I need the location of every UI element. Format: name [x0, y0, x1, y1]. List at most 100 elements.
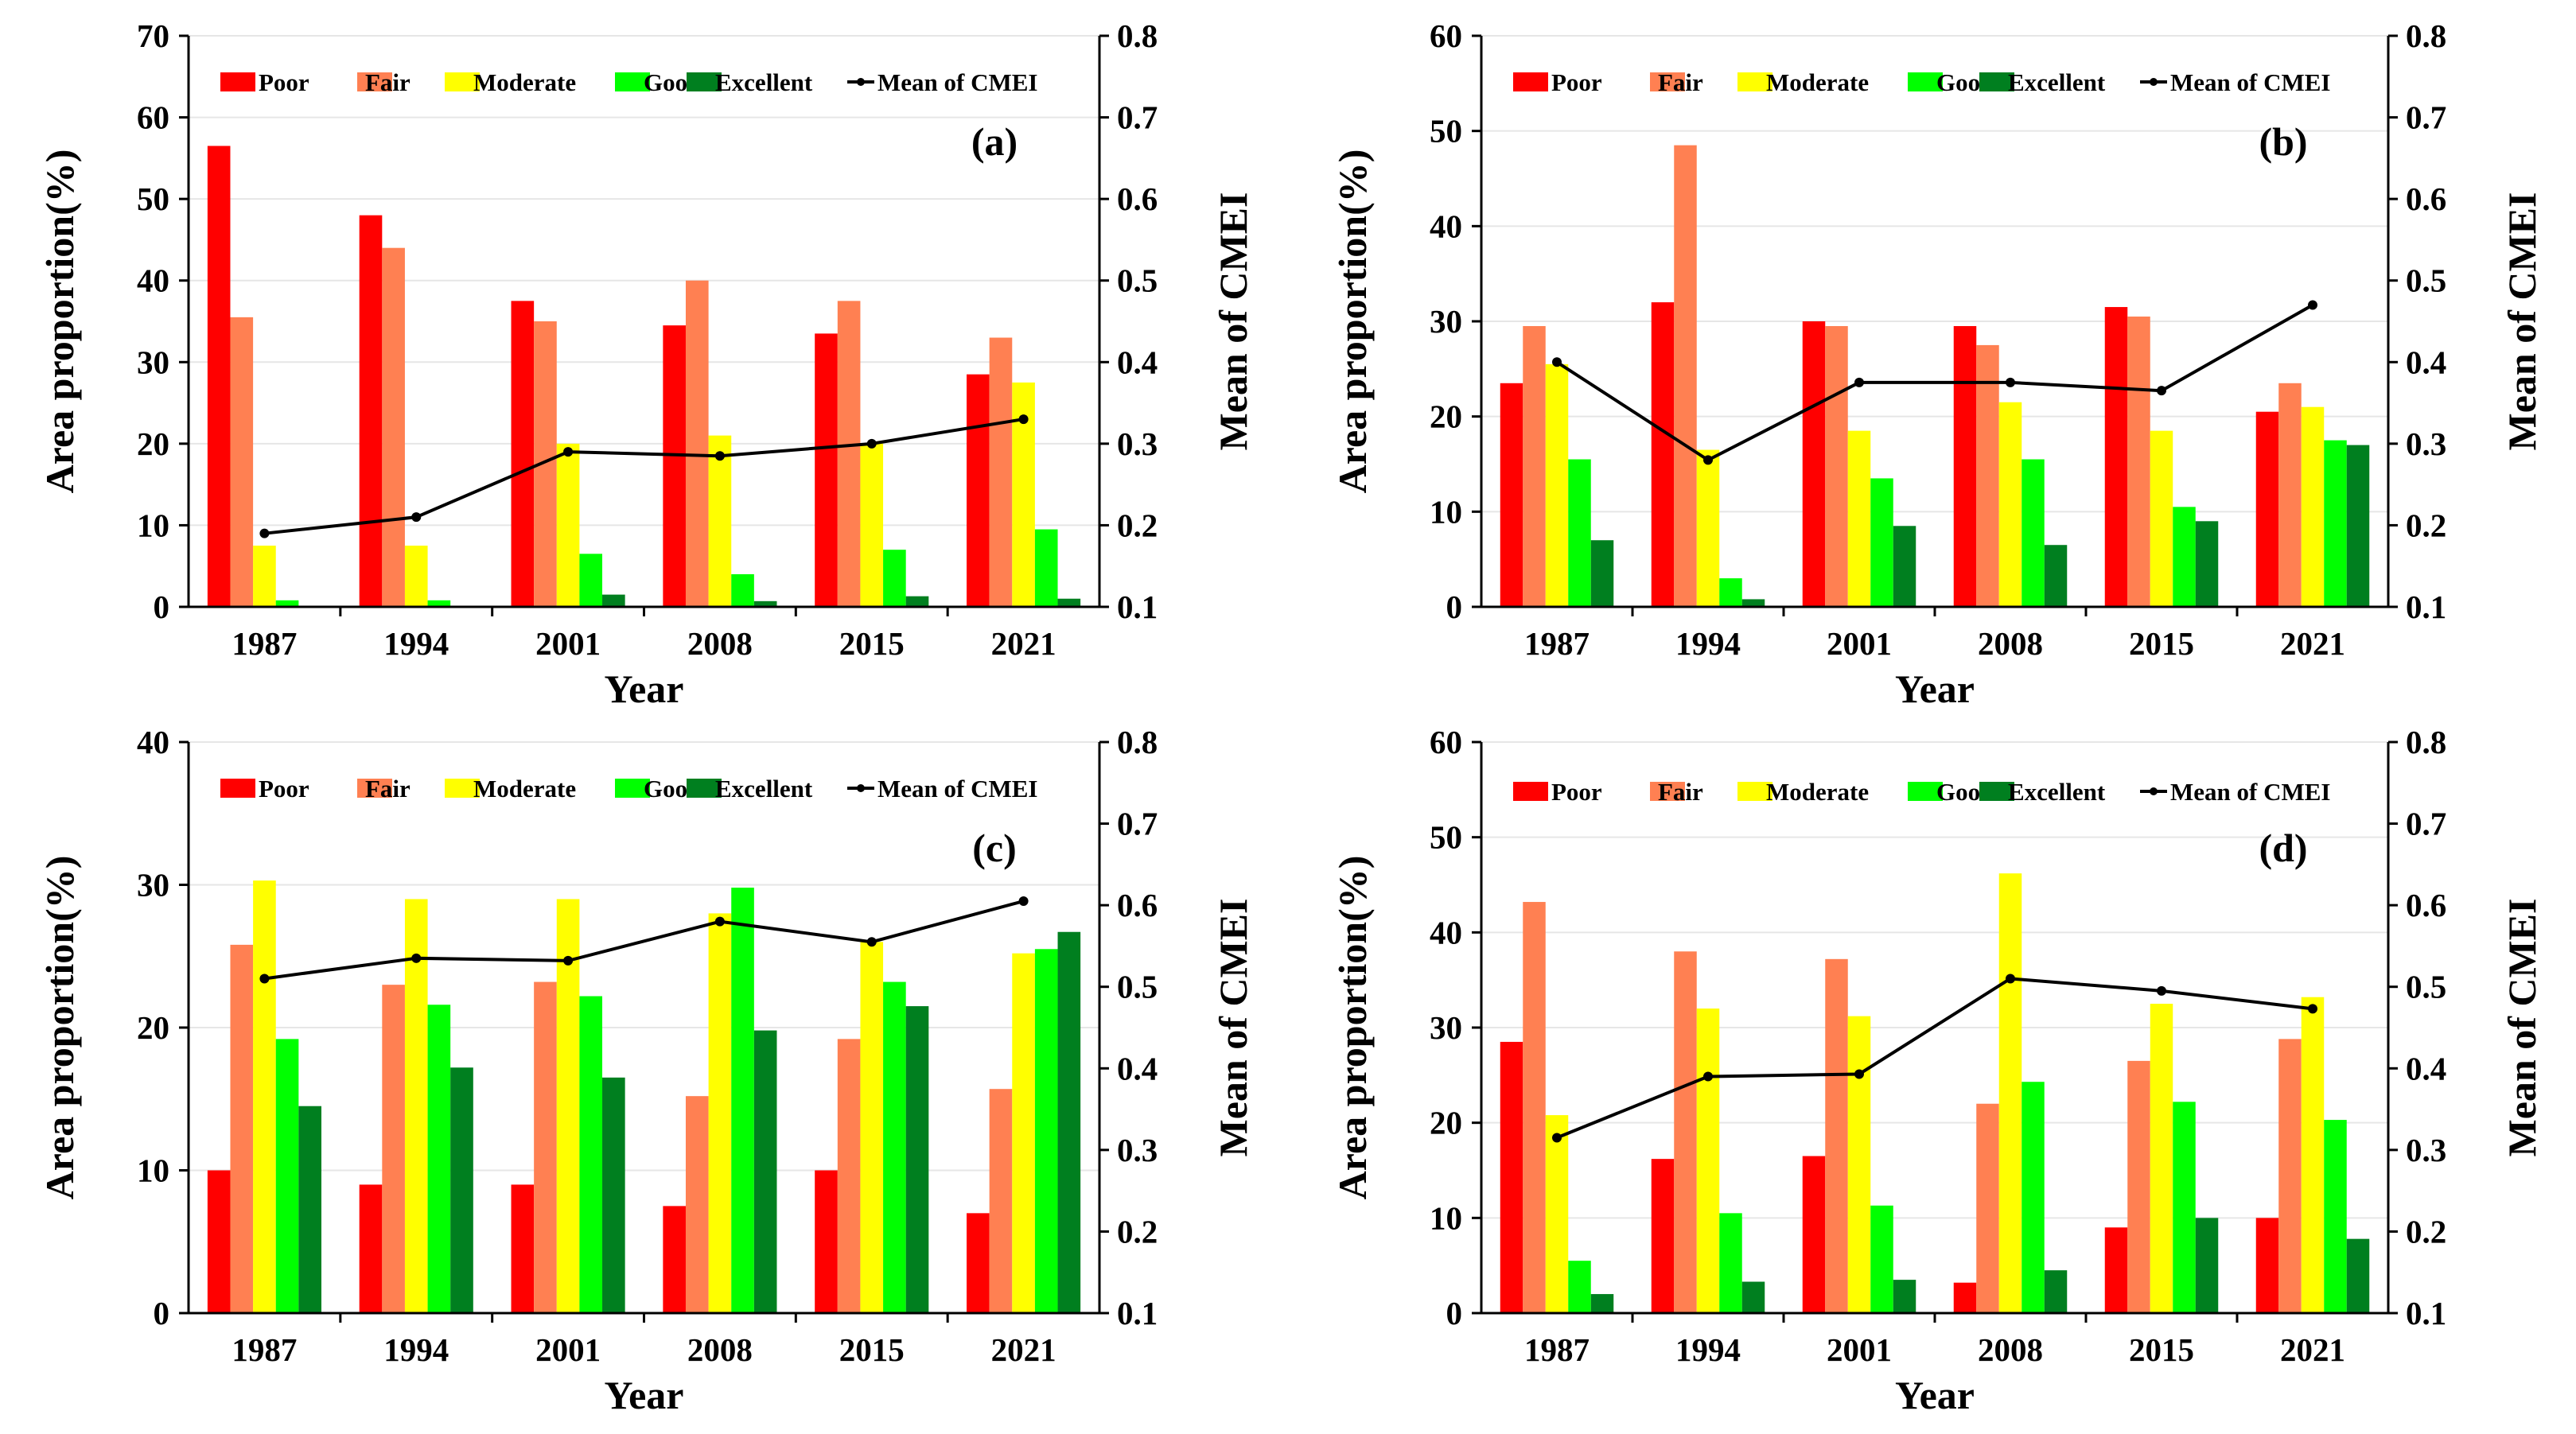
bar-good-2015	[883, 550, 906, 607]
legend-label-mean: Mean of CMEI	[2170, 68, 2330, 96]
mean-cmei-point-2001	[1854, 1069, 1864, 1079]
bar-fair-1987	[1523, 325, 1546, 607]
y-axis-title: Area proportion(%)	[37, 150, 82, 494]
legend-swatch-poor	[1513, 782, 1548, 801]
x-tick-label: 2008	[1978, 625, 2043, 662]
bar-excellent-1994	[1741, 1281, 1765, 1313]
bar-poor-2008	[663, 325, 686, 607]
panel-label: (c)	[972, 826, 1017, 870]
x-tick-label: 2015	[2129, 625, 2194, 662]
y-tick-label: 60	[1430, 724, 1462, 760]
bar-fair-2015	[2127, 1060, 2150, 1313]
y-tick-label: 10	[137, 507, 169, 543]
x-tick-label: 2015	[839, 625, 905, 662]
x-axis-title: Year	[605, 1373, 684, 1417]
bar-poor-2001	[1802, 1156, 1826, 1313]
bar-fair-1994	[1674, 145, 1697, 607]
y-tick-label: 10	[137, 1152, 169, 1189]
bar-moderate-2008	[708, 913, 732, 1313]
y2-tick-label: 0.7	[2406, 806, 2446, 842]
bar-poor-2021	[967, 374, 990, 607]
mean-cmei-point-2008	[714, 916, 725, 927]
bar-good-2008	[2021, 1082, 2045, 1313]
y2-tick-label: 0.7	[2406, 99, 2446, 136]
y-tick-label: 40	[1430, 208, 1462, 244]
y-tick-label: 10	[1430, 493, 1462, 530]
bar-excellent-2015	[2195, 521, 2219, 607]
x-tick-label: 1994	[383, 1331, 449, 1368]
bar-poor-2001	[1802, 321, 1826, 607]
bar-moderate-2001	[1847, 1016, 1871, 1313]
bar-excellent-2015	[2195, 1218, 2219, 1313]
bar-good-1994	[1719, 1213, 1742, 1313]
y2-tick-label: 0.2	[2406, 507, 2446, 543]
bar-excellent-2001	[1893, 1280, 1916, 1313]
bar-poor-2015	[815, 1170, 838, 1313]
chart-panel-c: 0 10 20 30 40 0.1 0.2 0.3 0.4 0.5 0.6 0.7 0.8 1987 199…	[37, 724, 1255, 1417]
legend-label-poor: Poor	[259, 68, 309, 96]
panel-label: (d)	[2259, 826, 2307, 870]
bar-fair-2001	[1825, 325, 1848, 607]
y2-tick-label: 0.3	[2406, 426, 2446, 462]
bar-moderate-2015	[2150, 430, 2173, 607]
mean-cmei-point-1994	[411, 953, 422, 963]
y2-axis-title: Mean of CMEI	[1211, 192, 1255, 451]
x-tick-label: 2008	[687, 625, 753, 662]
legend-swatch-fair	[1650, 782, 1685, 801]
y-tick-label: 60	[1430, 17, 1462, 54]
legend-label-moderate: Moderate	[1766, 68, 1869, 96]
y2-tick-label: 0.4	[1117, 344, 1158, 380]
y-tick-label: 30	[137, 867, 169, 904]
y2-tick-label: 0.4	[1117, 1050, 1158, 1086]
bar-good-2008	[731, 888, 754, 1313]
y-tick-label: 70	[137, 17, 169, 54]
bar-excellent-1994	[1741, 599, 1765, 607]
y-tick-label: 20	[1430, 398, 1462, 435]
y2-tick-label: 0.1	[2406, 589, 2446, 625]
legend-swatch-moderate	[445, 72, 480, 91]
mean-cmei-point-2021	[1018, 896, 1029, 907]
mean-cmei-line	[264, 418, 1024, 535]
y2-tick-label: 0.7	[1117, 99, 1158, 136]
x-axis-title: Year	[1895, 666, 1975, 711]
mean-cmei-point-2015	[2157, 386, 2166, 396]
bar-fair-2021	[989, 337, 1013, 607]
bar-fair-1987	[230, 944, 254, 1313]
legend-swatch-mean-marker	[2150, 787, 2158, 795]
mean-cmei-line	[1556, 977, 2313, 1140]
legend: Poor Fair Moderate Good Excellent Mean of CME…	[220, 775, 1037, 802]
mean-cmei-point-1987	[1552, 1133, 1562, 1143]
mean-cmei-line	[264, 900, 1025, 981]
legend-label-moderate: Moderate	[473, 68, 576, 96]
x-tick-label: 2008	[1978, 1331, 2043, 1368]
y-tick-label: 50	[1430, 819, 1462, 856]
legend-label-excellent: Excellent	[2008, 68, 2106, 96]
bar-excellent-2008	[753, 1030, 777, 1313]
bar-fair-2015	[837, 301, 861, 607]
bar-fair-2015	[837, 1039, 861, 1313]
y-tick-label: 60	[137, 99, 169, 136]
y2-tick-label: 0.5	[1117, 262, 1158, 299]
bar-moderate-2001	[556, 443, 580, 607]
bar-poor-2001	[511, 1184, 535, 1313]
mean-cmei-point-2008	[2006, 973, 2015, 984]
mean-cmei-point-2008	[2006, 377, 2015, 387]
y2-tick-label: 0.4	[2406, 1050, 2446, 1086]
bar-good-2001	[1870, 478, 1893, 607]
y2-tick-label: 0.3	[1117, 1132, 1158, 1168]
bar-excellent-1987	[1590, 540, 1614, 607]
mean-cmei-point-2015	[2157, 985, 2166, 996]
bar-poor-1994	[1651, 302, 1675, 607]
x-tick-label: 1987	[1524, 1331, 1590, 1368]
bar-moderate-2021	[2301, 406, 2325, 607]
y2-tick-label: 0.3	[2406, 1132, 2446, 1168]
mean-cmei-point-1987	[1552, 357, 1562, 367]
chart-panel-a: 0 10 20 30 40 50 60 70 0.1 0.2 0.3 0.4 0.5 0.6 0.7 0.8 1…	[37, 17, 1255, 711]
mean-cmei-point-1987	[259, 973, 270, 984]
mean-cmei-point-2021	[2308, 300, 2317, 310]
bar-good-2015	[2173, 1102, 2196, 1313]
bar-moderate-2008	[1998, 873, 2022, 1313]
legend-label-fair: Fair	[365, 775, 411, 802]
bar-moderate-2015	[2150, 1004, 2173, 1313]
bar-moderate-2015	[860, 443, 884, 607]
